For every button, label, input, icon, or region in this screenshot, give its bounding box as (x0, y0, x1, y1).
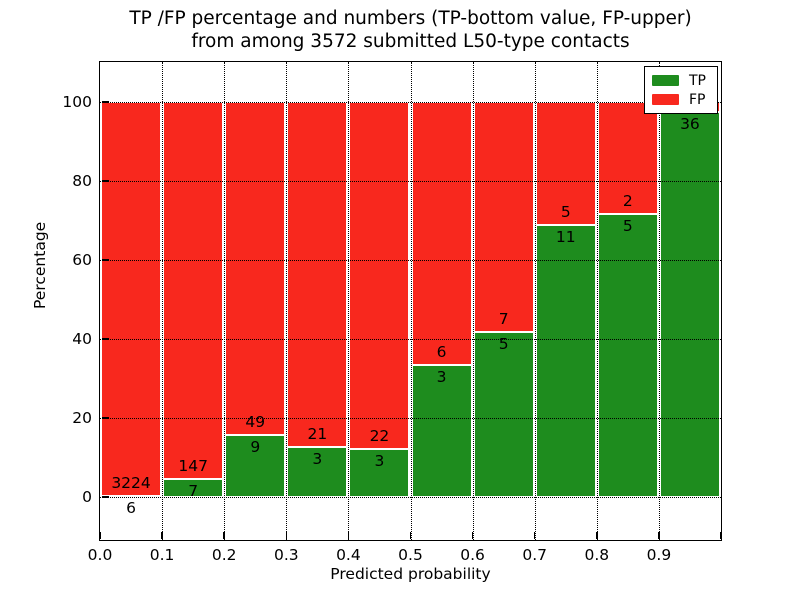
bar-segment-fp (287, 101, 348, 448)
x-tick-label: 0.3 (273, 546, 299, 564)
bar-segment-fp (349, 101, 410, 450)
x-tick-label: 0.5 (398, 546, 423, 564)
bar-segment-tp (349, 449, 410, 497)
bar-segment-fp (411, 101, 472, 365)
legend-item-tp: TP (652, 71, 717, 90)
bar-segment-tp (225, 435, 286, 497)
legend-item-fp: FP (652, 90, 717, 109)
bar-segment-tp (163, 478, 224, 497)
bar-segment-fp (163, 101, 224, 479)
x-tick-label: 0.7 (522, 546, 548, 564)
y-tick-label: 40 (72, 329, 92, 348)
x-axis-label: Predicted probability (330, 565, 491, 583)
x-tick-label: 0.8 (584, 546, 610, 564)
bar-segment-fp (473, 101, 534, 332)
legend: TP FP (644, 66, 718, 114)
bar-segment-tp (473, 331, 534, 497)
bar-segment-tp (535, 224, 596, 497)
y-tick-label: 0 (82, 487, 92, 506)
x-tick-label: 0.9 (646, 546, 672, 564)
y-axis-label: Percentage (31, 221, 49, 309)
chart-title-line1: TP /FP percentage and numbers (TP-bottom… (129, 8, 692, 29)
legend-label-tp: TP (689, 72, 706, 89)
chart-title-line2: from among 3572 submitted L50-type conta… (191, 31, 630, 52)
x-tick-label: 0.1 (149, 546, 175, 564)
bar-segment-fp (225, 101, 286, 436)
bar-segment-tp (101, 495, 162, 498)
x-tick-label: 0.2 (211, 546, 237, 564)
bar-segment-tp (597, 214, 658, 497)
y-tick-label: 20 (72, 408, 92, 427)
x-tick-label: 0.6 (460, 546, 485, 564)
bar-segment-tp (411, 364, 472, 497)
bar-segment-tp (287, 447, 348, 497)
y-tick-label: 100 (62, 92, 92, 111)
bar-segment-fp (535, 101, 596, 225)
bar-segment-fp (101, 101, 162, 496)
tp-swatch-icon (652, 75, 679, 86)
fp-swatch-icon (652, 94, 679, 105)
x-tick-label: 0.4 (336, 546, 361, 564)
y-tick-label: 80 (72, 171, 92, 190)
x-tick-label: 0.0 (87, 546, 113, 564)
y-tick-label: 60 (72, 250, 92, 269)
bar-segment-fp (597, 101, 658, 215)
bar-segment-tp (659, 112, 720, 497)
legend-label-fp: FP (689, 91, 706, 108)
chart-title: TP /FP percentage and numbers (TP-bottom… (100, 7, 721, 53)
